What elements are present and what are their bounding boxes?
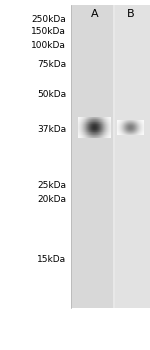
Bar xyxy=(72,5,113,308)
Bar xyxy=(88,5,89,308)
Text: 15kDa: 15kDa xyxy=(37,254,66,264)
Bar xyxy=(110,5,111,308)
Bar xyxy=(104,5,105,308)
Bar xyxy=(94,5,95,308)
Bar xyxy=(86,5,87,308)
Bar xyxy=(73,5,74,308)
Bar xyxy=(101,5,102,308)
Text: 20kDa: 20kDa xyxy=(37,195,66,204)
Bar xyxy=(91,5,92,308)
Bar xyxy=(77,5,78,308)
Text: 75kDa: 75kDa xyxy=(37,60,66,69)
Bar xyxy=(108,5,109,308)
Text: 50kDa: 50kDa xyxy=(37,90,66,99)
Bar xyxy=(93,5,94,308)
Text: 150kDa: 150kDa xyxy=(31,27,66,36)
Bar xyxy=(96,5,97,308)
Bar xyxy=(106,5,107,308)
Bar xyxy=(92,5,93,308)
Bar xyxy=(95,5,96,308)
Bar xyxy=(78,5,79,308)
Bar xyxy=(84,5,85,308)
Text: 25kDa: 25kDa xyxy=(37,181,66,190)
Text: A: A xyxy=(91,9,98,19)
Bar xyxy=(115,5,150,308)
Bar xyxy=(109,5,110,308)
Bar xyxy=(97,5,98,308)
Bar xyxy=(74,5,75,308)
Text: B: B xyxy=(127,9,134,19)
Text: 100kDa: 100kDa xyxy=(31,41,66,50)
Bar xyxy=(89,5,90,308)
Bar xyxy=(100,5,101,308)
Bar xyxy=(103,5,104,308)
Bar xyxy=(87,5,88,308)
Bar xyxy=(80,5,81,308)
Bar xyxy=(76,5,77,308)
Text: 37kDa: 37kDa xyxy=(37,125,66,134)
Bar xyxy=(85,5,86,308)
Bar xyxy=(105,5,106,308)
Bar xyxy=(83,5,84,308)
Bar xyxy=(79,5,80,308)
Bar xyxy=(81,5,82,308)
Bar xyxy=(90,5,91,308)
Bar xyxy=(82,5,83,308)
Bar xyxy=(107,5,108,308)
Bar xyxy=(111,5,112,308)
Text: 250kDa: 250kDa xyxy=(31,15,66,24)
Bar xyxy=(102,5,103,308)
Bar xyxy=(112,5,113,308)
Bar xyxy=(70,5,150,308)
Bar xyxy=(72,5,73,308)
Bar xyxy=(99,5,100,308)
Bar xyxy=(98,5,99,308)
Bar xyxy=(75,5,76,308)
